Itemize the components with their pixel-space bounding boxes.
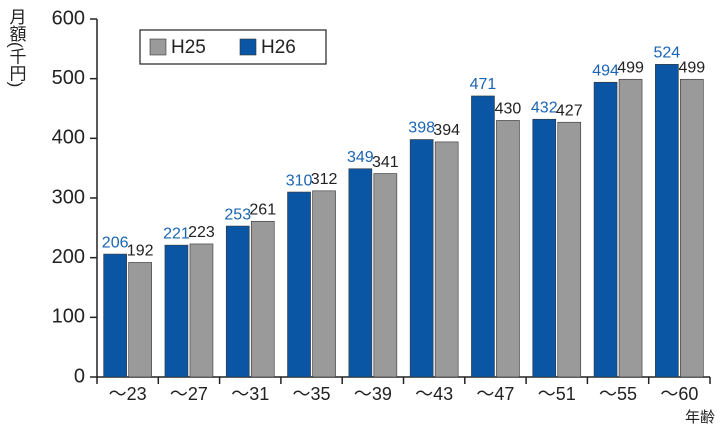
x-tick-label: 〜31 — [231, 384, 269, 404]
legend-swatch — [149, 38, 167, 56]
x-tick-label: 〜39 — [354, 384, 392, 404]
bar — [593, 81, 618, 378]
y-tick-label: 500 — [52, 67, 85, 89]
value-label: 398 — [408, 120, 435, 137]
value-label: 524 — [653, 45, 680, 62]
bar — [471, 95, 495, 378]
bar — [434, 141, 459, 378]
y-tick-label: 300 — [52, 186, 85, 208]
value-label: 310 — [286, 172, 313, 189]
bar — [128, 262, 152, 378]
x-tick-label: 〜35 — [293, 384, 331, 404]
value-label: 432 — [531, 99, 558, 116]
value-label: 221 — [163, 225, 190, 242]
x-tick-label: 〜23 — [109, 384, 147, 404]
x-tick-label: 〜27 — [170, 384, 208, 404]
y-tick-label: 100 — [52, 306, 85, 328]
bar — [189, 243, 214, 378]
value-label: 394 — [433, 122, 460, 139]
bar — [287, 191, 311, 378]
bar — [103, 253, 127, 378]
x-tick-label: 〜55 — [599, 384, 637, 404]
value-label: 192 — [127, 243, 154, 260]
bar — [618, 78, 643, 378]
value-label: 430 — [495, 101, 522, 118]
value-label: 499 — [617, 59, 644, 76]
value-label: 471 — [470, 76, 497, 93]
bar — [680, 78, 704, 378]
bar — [164, 244, 189, 378]
value-label: 427 — [556, 102, 583, 119]
value-label: 253 — [224, 206, 251, 223]
legend-swatch — [239, 38, 257, 56]
x-tick-label: 〜47 — [476, 384, 514, 404]
bar — [557, 121, 582, 378]
x-axis-label: 年齢 — [685, 409, 715, 426]
y-tick-label: 0 — [74, 365, 85, 387]
bar — [373, 173, 398, 378]
bar — [409, 139, 434, 378]
y-tick-label: 200 — [52, 246, 85, 268]
value-label: 499 — [678, 59, 705, 76]
y-tick-label: 400 — [52, 127, 85, 149]
legend-label: H26 — [261, 37, 296, 58]
value-label: 261 — [249, 201, 276, 218]
x-tick-label: 〜51 — [538, 384, 576, 404]
y-tick-label: 600 — [52, 7, 85, 29]
legend-label: H25 — [171, 37, 206, 58]
bar — [655, 64, 679, 378]
value-label: 223 — [188, 224, 215, 241]
value-label: 349 — [347, 149, 374, 166]
value-label: 341 — [372, 154, 399, 171]
value-label: 206 — [102, 234, 129, 251]
bar — [250, 220, 275, 378]
bar — [532, 118, 557, 378]
x-tick-label: 〜43 — [415, 384, 453, 404]
bar — [312, 190, 336, 378]
value-label: 312 — [311, 171, 338, 188]
bar — [348, 168, 373, 378]
x-tick-label: 〜60 — [660, 384, 698, 404]
legend-box — [139, 29, 327, 65]
y-axis-label: 月額(千円) — [7, 8, 27, 87]
bar — [496, 120, 520, 378]
value-label: 494 — [592, 62, 619, 79]
bar — [225, 225, 250, 378]
